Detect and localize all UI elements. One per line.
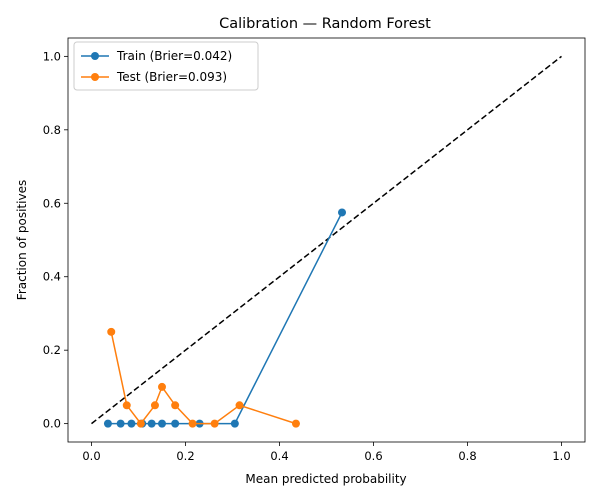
x-tick-label: 0.0	[82, 449, 100, 463]
series-1-point	[171, 401, 180, 410]
y-axis: 0.0 0.2 0.4 0.6 0.8 1.0	[43, 49, 68, 431]
x-tick-label: 0.2	[176, 449, 194, 463]
x-tick-label: 0.4	[270, 449, 288, 463]
y-axis-label: Fraction of positives	[15, 180, 29, 300]
legend: Train (Brier=0.042) Test (Brier=0.093)	[73, 41, 259, 91]
series-0-point	[147, 419, 156, 428]
series-line-1	[110, 331, 297, 425]
series-0-point	[158, 419, 166, 428]
series-1-point	[136, 419, 145, 428]
y-tick-label: 0.2	[43, 343, 61, 357]
legend-label-1: Test (Brier=0.093)	[116, 70, 227, 84]
plot-frame	[67, 37, 586, 443]
x-axis-label: Mean predicted probability	[245, 472, 406, 486]
series-1-point	[235, 401, 244, 410]
legend-box	[73, 41, 259, 91]
series-1-point	[210, 419, 219, 428]
series-0-point	[127, 419, 136, 428]
series-1-point	[150, 401, 159, 410]
x-tick-label: 0.6	[364, 449, 382, 463]
series-0-point	[116, 419, 125, 428]
series-1-point	[158, 382, 166, 391]
reference-diagonal-line	[91, 55, 562, 425]
series-0-point	[171, 419, 180, 428]
y-tick-label: 0.0	[43, 417, 61, 431]
legend-label-0: Train (Brier=0.042)	[116, 49, 232, 63]
x-tick-label: 1.0	[552, 449, 570, 463]
chart-title: Calibration — Random Forest	[219, 16, 431, 32]
legend-marker-0	[91, 52, 99, 60]
legend-marker-1	[91, 73, 99, 81]
plot-area	[91, 55, 562, 428]
y-tick-label: 0.8	[43, 123, 61, 137]
series-0-point	[103, 419, 112, 428]
y-tick-label: 0.4	[43, 270, 61, 284]
series-0-point	[338, 208, 347, 217]
series-1-point	[291, 419, 300, 428]
series-1-point	[188, 419, 197, 428]
series-1-point	[107, 327, 116, 336]
y-tick-label: 1.0	[43, 49, 61, 63]
series-1-point	[122, 401, 131, 410]
x-tick-label: 0.8	[458, 449, 476, 463]
x-axis: 0.0 0.2 0.4 0.6 0.8 1.0	[82, 442, 571, 463]
y-tick-label: 0.6	[43, 196, 61, 210]
series-0-point	[230, 419, 239, 428]
series-line-0	[107, 212, 343, 425]
